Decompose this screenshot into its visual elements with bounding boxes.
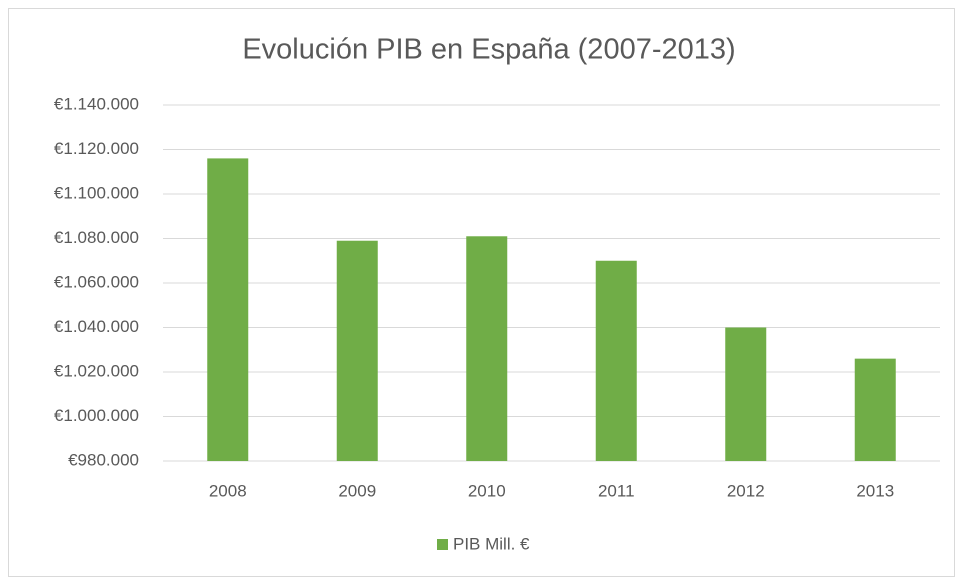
y-tick-label: €1.060.000 (54, 272, 139, 291)
y-tick-label: €1.000.000 (54, 406, 139, 425)
legend-label: PIB Mill. € (453, 534, 530, 553)
bar (854, 358, 896, 461)
bar (466, 236, 508, 461)
legend-swatch (437, 539, 448, 550)
x-tick-label: 2010 (468, 481, 506, 500)
chart-title: Evolución PIB en España (2007-2013) (242, 34, 735, 66)
bar (207, 158, 249, 461)
y-tick-label: €1.140.000 (54, 94, 139, 113)
bar (336, 240, 378, 461)
y-tick-label: €1.020.000 (54, 361, 139, 380)
bar (595, 260, 637, 461)
y-tick-label: €980.000 (68, 450, 139, 469)
x-tick-label: 2012 (727, 481, 765, 500)
x-tick-label: 2008 (209, 481, 247, 500)
y-tick-label: €1.100.000 (54, 183, 139, 202)
y-tick-label: €1.080.000 (54, 228, 139, 247)
y-tick-label: €1.120.000 (54, 139, 139, 158)
x-tick-label: 2013 (856, 481, 894, 500)
bar (725, 327, 767, 461)
y-tick-label: €1.040.000 (54, 317, 139, 336)
x-tick-label: 2011 (598, 481, 635, 500)
x-tick-label: 2009 (338, 481, 376, 500)
